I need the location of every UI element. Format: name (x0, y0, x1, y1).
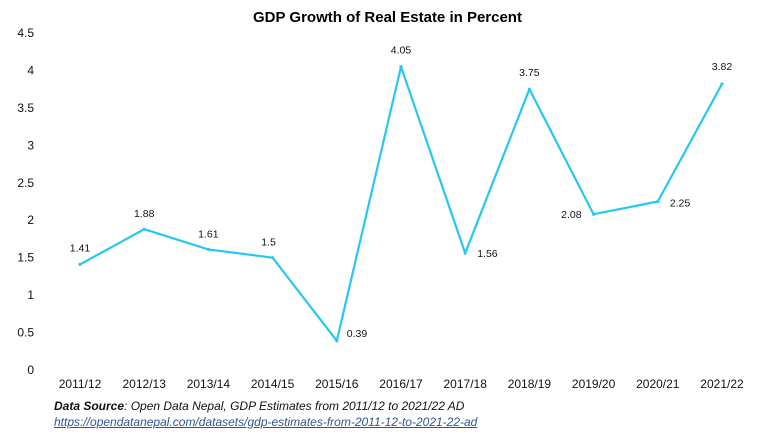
data-point (656, 199, 660, 204)
data-label: 1.5 (261, 237, 276, 249)
source-text: : Open Data Nepal, GDP Estimates from 20… (124, 399, 465, 413)
y-tick-label: 3 (27, 138, 34, 152)
y-tick-label: 4.5 (17, 26, 34, 40)
x-tick-label: 2015/16 (315, 377, 359, 391)
data-label: 1.56 (477, 248, 498, 260)
data-point (527, 87, 532, 91)
data-labels: 1.41 1.88 1.61 1.5 0.39 4.05 1.56 3.75 2.08 2.25 3… (70, 45, 733, 340)
source-link[interactable]: https://opendatanepal.com/datasets/gdp-e… (54, 415, 478, 429)
source-label: Data Source (54, 399, 125, 413)
data-point (335, 339, 339, 343)
x-tick-label: 2020/21 (636, 377, 680, 391)
x-tick-label: 2016/17 (379, 377, 423, 391)
y-tick-label: 0.5 (17, 326, 34, 340)
data-label: 2.25 (670, 198, 691, 210)
x-tick-label: 2021/22 (700, 377, 744, 391)
x-tick-label: 2017/18 (444, 377, 488, 391)
data-label: 1.61 (198, 228, 219, 240)
x-axis: 2011/12 2012/13 2013/14 2014/15 2015/16 2016/… (59, 377, 744, 391)
data-label: 0.39 (347, 328, 368, 340)
data-point (720, 82, 724, 86)
source-line: Data Source: Open Data Nepal, GDP Estima… (54, 398, 734, 414)
x-tick-label: 2018/19 (508, 377, 552, 391)
y-axis: 0 0.5 1 1.5 2 2.5 3 3.5 4 4.5 (17, 26, 34, 377)
data-point (78, 262, 82, 267)
data-label: 3.75 (519, 67, 540, 79)
y-tick-label: 0 (27, 363, 34, 377)
y-tick-label: 3.5 (17, 101, 34, 115)
y-tick-label: 2.5 (17, 176, 34, 190)
data-point (142, 227, 146, 231)
y-tick-label: 4 (27, 63, 34, 77)
x-tick-label: 2011/12 (59, 377, 102, 391)
x-tick-label: 2012/13 (123, 377, 167, 391)
data-label: 4.05 (391, 45, 412, 57)
y-tick-label: 1 (27, 288, 34, 302)
data-point (399, 65, 403, 69)
data-label: 1.41 (70, 242, 91, 254)
data-label: 1.88 (134, 208, 155, 220)
data-point (463, 251, 467, 255)
data-point (592, 212, 596, 216)
y-tick-label: 2 (27, 213, 34, 227)
data-point (206, 247, 210, 252)
x-tick-label: 2014/15 (251, 377, 295, 391)
data-point (271, 256, 275, 260)
real-estate-growth-series-line (78, 65, 724, 342)
data-label: 3.82 (712, 61, 733, 73)
y-tick-label: 1.5 (17, 251, 34, 265)
x-tick-label: 2013/14 (187, 377, 231, 391)
data-points (78, 65, 724, 343)
chart-title: GDP Growth of Real Estate in Percent (253, 9, 522, 26)
x-tick-label: 2019/20 (572, 377, 616, 391)
source-block: Data Source: Open Data Nepal, GDP Estima… (54, 398, 734, 430)
data-label: 2.08 (561, 209, 582, 221)
